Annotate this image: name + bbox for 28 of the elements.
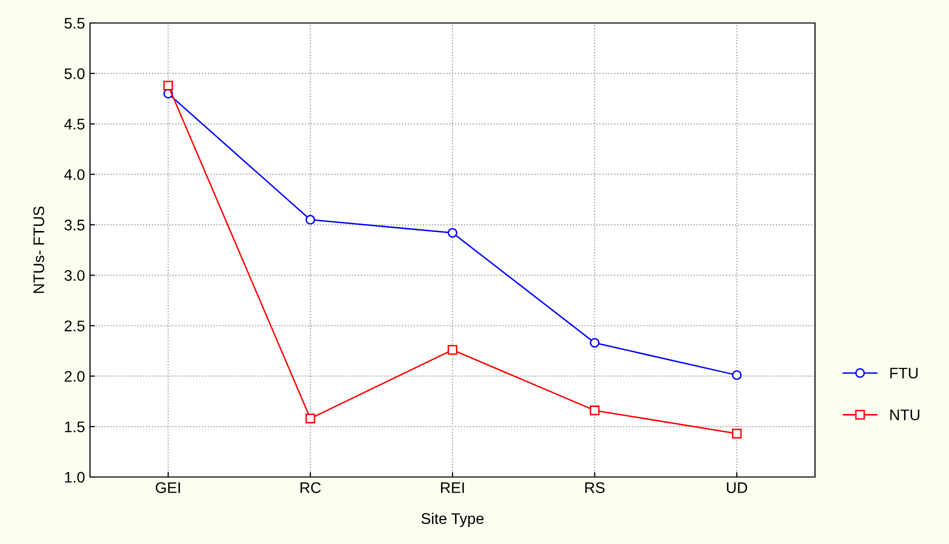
legend-label: NTU bbox=[890, 410, 920, 420]
y-tick-label: 5.5 bbox=[64, 18, 84, 29]
point bbox=[305, 214, 316, 225]
legend-label: FTU bbox=[890, 368, 918, 379]
point bbox=[590, 406, 600, 416]
x-axis-title: Site Type bbox=[421, 512, 484, 528]
x-tick-label: GEI bbox=[156, 482, 180, 494]
x-tick-label: RC bbox=[300, 482, 321, 494]
y-tick-label: 2.5 bbox=[64, 320, 84, 332]
point bbox=[448, 228, 458, 238]
x-tick-label: UD bbox=[726, 482, 748, 494]
point bbox=[163, 80, 174, 90]
point bbox=[732, 428, 742, 438]
point bbox=[448, 345, 458, 355]
y-tick-label: 3.5 bbox=[64, 220, 84, 230]
point bbox=[590, 338, 600, 348]
y-tick-label: 1.5 bbox=[65, 422, 84, 432]
y-tick-label: 5.0 bbox=[64, 68, 85, 80]
x-tick-label: RS bbox=[585, 482, 605, 494]
y-tick-label: 2.0 bbox=[64, 370, 85, 382]
y-axis-title: NTUs- FTUS bbox=[33, 206, 44, 293]
point bbox=[732, 370, 742, 380]
y-tick-label: 3.0 bbox=[64, 270, 85, 281]
y-tick-label: 4.5 bbox=[64, 118, 84, 130]
point bbox=[305, 414, 316, 424]
x-tick-label: REI bbox=[441, 482, 464, 493]
y-tick-label: 4.0 bbox=[64, 169, 85, 180]
y-tick-label: 1.0 bbox=[65, 472, 85, 483]
